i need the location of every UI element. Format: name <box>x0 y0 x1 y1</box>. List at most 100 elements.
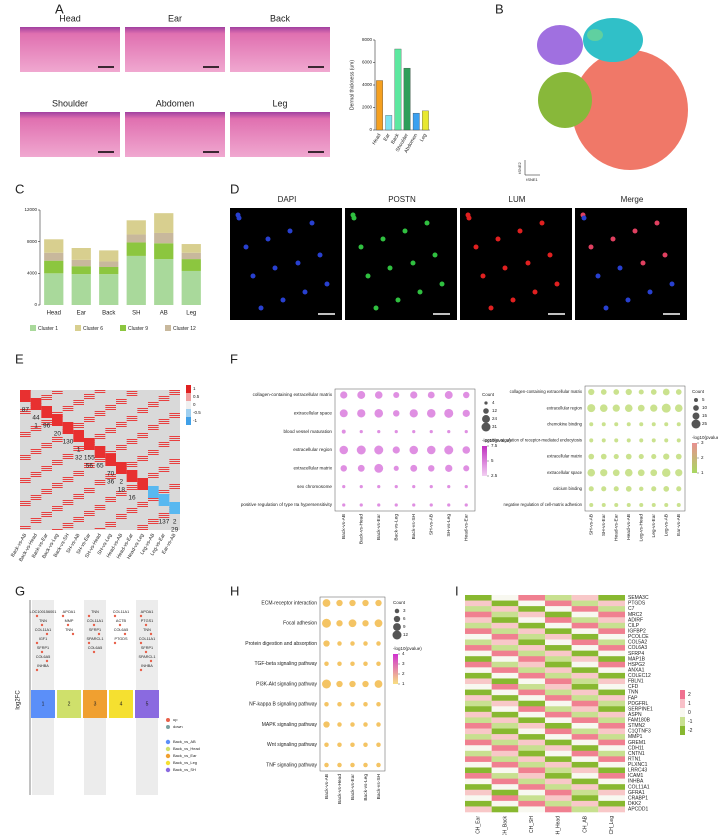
dot <box>362 599 369 607</box>
heatmap-streak <box>73 400 84 401</box>
heatmap-streak <box>41 422 52 423</box>
dot <box>651 502 656 508</box>
heatmap-cell <box>491 606 519 612</box>
legend-dot <box>484 401 488 405</box>
heatmap-cell <box>545 639 572 646</box>
heatmap-streak <box>73 425 84 426</box>
heatmap-cell <box>571 684 599 690</box>
count-label: 1 <box>34 423 38 430</box>
heatmap-streak <box>116 493 127 494</box>
heatmap-streak <box>41 516 52 517</box>
colorbar-label: 1 <box>688 701 691 707</box>
dot <box>462 446 471 454</box>
heatmap-streak <box>137 437 148 438</box>
heatmap-streak <box>30 499 42 500</box>
bar <box>376 80 383 131</box>
heatmap-streak <box>137 435 148 436</box>
heatmap-streak <box>169 440 180 441</box>
heatmap-streak <box>105 405 116 406</box>
heatmap-cell <box>491 656 519 663</box>
heatmap-cell <box>598 661 625 668</box>
heatmap-cell <box>518 689 545 696</box>
cluster-label: 4 <box>120 701 123 707</box>
gene-label: C1QTNF3 <box>628 729 651 735</box>
legend-dot <box>165 760 171 766</box>
dot <box>639 438 644 443</box>
heatmap-cell <box>545 739 572 746</box>
color-bar <box>680 699 685 708</box>
heatmap-cell <box>491 622 519 629</box>
heatmap-streak <box>126 466 138 467</box>
dot <box>626 438 631 443</box>
colorbar-label: -1 <box>688 719 693 725</box>
heatmap-streak <box>116 401 127 402</box>
heatmap-block <box>41 406 52 418</box>
if-cell <box>280 297 286 303</box>
legend-label: 7.5 <box>491 443 498 448</box>
if-cell <box>525 260 531 266</box>
heatmap-block <box>52 414 63 426</box>
dot <box>394 503 398 507</box>
heatmap-streak <box>126 508 138 509</box>
heatmap-streak <box>52 462 63 463</box>
color-bar <box>680 708 685 717</box>
point <box>149 659 153 663</box>
heatmap-cell <box>491 806 519 813</box>
heatmap-cell <box>465 650 492 657</box>
dot <box>341 429 346 434</box>
heatmap-cell <box>571 711 599 718</box>
x-tick-label: Head <box>371 132 382 146</box>
x-tick-label: Leg <box>419 132 428 142</box>
heatmap-streak <box>148 404 159 405</box>
heatmap-streak <box>105 526 116 527</box>
heatmap-streak <box>94 461 106 462</box>
heatmap-streak <box>20 455 31 456</box>
heatmap-streak <box>62 523 74 524</box>
heatmap-cell <box>465 773 492 779</box>
dot <box>410 464 418 472</box>
point <box>40 650 44 654</box>
term-label: extracellular region <box>293 447 332 452</box>
dot <box>427 391 435 399</box>
heatmap-streak <box>94 415 106 416</box>
dot <box>664 422 669 427</box>
if-cell <box>295 260 301 266</box>
heatmap-cell <box>598 695 625 702</box>
heatmap-cell <box>571 778 599 785</box>
colorbar-label: 0.5 <box>193 394 200 399</box>
dot <box>589 422 594 427</box>
dot <box>676 422 681 427</box>
dot <box>362 680 369 688</box>
dot <box>588 486 594 492</box>
heatmap-cell <box>491 789 519 796</box>
heatmap-streak <box>73 498 84 499</box>
point <box>113 641 117 645</box>
gene-label: PTGDS <box>114 637 128 641</box>
heatmap-streak <box>20 526 31 527</box>
dot <box>601 422 606 427</box>
heatmap-streak <box>116 491 127 492</box>
point <box>45 659 49 663</box>
if-cell <box>595 273 601 279</box>
panel-label: G <box>15 583 25 598</box>
dot <box>323 721 330 728</box>
point <box>123 632 127 636</box>
heatmap-streak <box>52 506 63 507</box>
dot <box>638 454 644 460</box>
point <box>35 668 39 672</box>
dot <box>651 438 656 443</box>
heatmap-cell <box>545 734 572 740</box>
x-tick-label: Leg <box>186 311 196 317</box>
heatmap-streak <box>148 427 159 428</box>
heatmap-cell <box>465 695 492 702</box>
if-cell <box>351 215 357 221</box>
if-cell <box>410 260 416 266</box>
heatmap-cell <box>491 711 519 718</box>
bar-segment <box>126 242 146 256</box>
heatmap-cell <box>518 800 545 807</box>
heatmap-cell <box>518 628 545 635</box>
heatmap-cell <box>571 773 599 779</box>
dot <box>412 503 416 507</box>
heatmap-streak <box>94 434 106 435</box>
dot <box>337 762 342 768</box>
